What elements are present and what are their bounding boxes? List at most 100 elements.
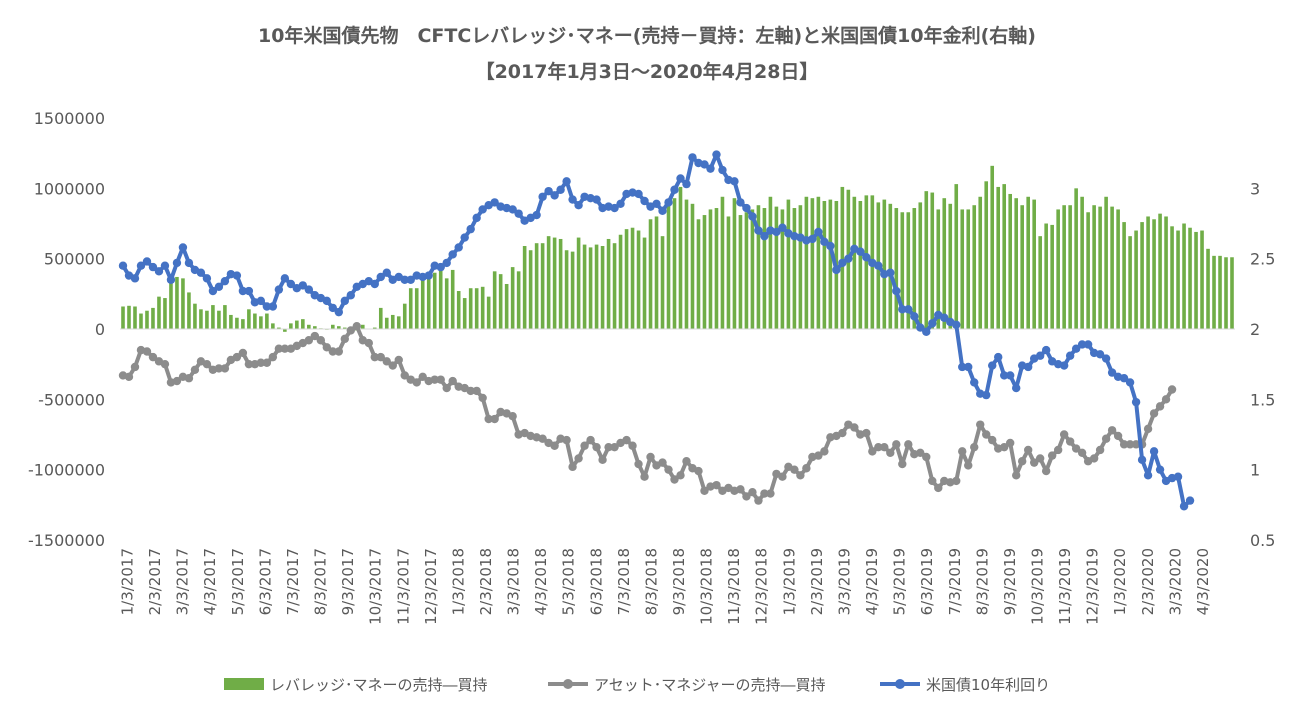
bar-leveraged	[960, 209, 965, 329]
series-point	[346, 326, 355, 335]
x-tick-label: 1/3/2018	[449, 548, 467, 615]
series-point	[130, 362, 140, 372]
x-axis-ticks: 1/3/2017 2/3/2017 3/3/2017 4/3/2017 5/3/2017…	[119, 548, 1212, 625]
bar-leveraged	[594, 244, 599, 329]
series-point	[472, 386, 481, 396]
bar-leveraged	[636, 230, 641, 329]
series-point	[1131, 397, 1141, 407]
bar-leveraged	[588, 247, 593, 329]
series-point	[478, 393, 487, 403]
series-point	[148, 352, 158, 362]
series-point	[754, 496, 763, 505]
x-tick-label: 10/3/2017	[367, 548, 385, 625]
legend: レバレッジ･マネーの売持―買持 アセット･マネジャーの売持―買持 米国債10年利…	[224, 676, 1050, 694]
x-tick-label: 5/3/2017	[229, 548, 247, 615]
series-point	[604, 442, 613, 452]
series-point	[148, 262, 158, 272]
series-point	[322, 296, 332, 306]
series-point	[1125, 440, 1135, 449]
bar-leveraged	[235, 317, 239, 329]
x-tick-label: 1/3/2019	[780, 548, 798, 615]
bar-leveraged	[1200, 230, 1204, 329]
series-point	[370, 279, 379, 289]
series-point	[748, 487, 757, 497]
bar-leveraged	[1026, 196, 1030, 329]
x-tick-label: 11/3/2018	[725, 548, 743, 625]
series-point	[814, 451, 823, 460]
bar-leveraged	[792, 208, 797, 329]
series-point	[748, 212, 757, 221]
right-tick-label: 1	[1250, 461, 1260, 480]
series-point	[490, 198, 499, 207]
series-point	[490, 414, 499, 424]
series-point	[1101, 354, 1111, 363]
x-tick-label: 8/3/2018	[642, 548, 660, 615]
series-point	[514, 209, 523, 218]
bar-leveraged	[1086, 212, 1090, 329]
x-tick-label: 12/3/2019	[1084, 548, 1102, 625]
series-point	[1035, 351, 1045, 360]
series-point	[742, 203, 751, 213]
series-point	[190, 365, 200, 374]
bar-leveraged	[229, 314, 233, 329]
legend-swatch-leveraged	[224, 678, 264, 690]
series-point	[238, 286, 248, 296]
series-point	[202, 359, 212, 369]
bar-leveraged	[966, 209, 971, 329]
x-tick-label: 3/3/2019	[835, 548, 853, 615]
bar-leveraged	[546, 236, 551, 329]
series-point	[862, 428, 871, 438]
series-point	[1107, 426, 1117, 435]
x-tick-label: 3/3/2018	[505, 548, 523, 615]
series-point	[898, 459, 907, 469]
series-point	[892, 440, 901, 449]
bar-leveraged	[774, 206, 779, 329]
series-point	[862, 253, 871, 262]
series-point	[610, 442, 619, 452]
bar-leveraged	[468, 288, 473, 329]
series-point	[442, 383, 451, 393]
series-point	[448, 250, 457, 259]
bar-leveraged	[492, 271, 497, 329]
series-point	[466, 386, 475, 396]
bar-leveraged	[277, 327, 281, 329]
legend-label-treasury-yield: 米国債10年利回り	[926, 676, 1050, 694]
series-point	[304, 285, 314, 294]
bar-leveraged	[894, 208, 899, 329]
x-tick-label: 2/3/2020	[1139, 548, 1157, 615]
bar-leveraged	[906, 212, 911, 329]
series-point	[886, 448, 895, 457]
series-point	[838, 428, 847, 438]
series-point	[904, 305, 913, 314]
series-point	[1143, 471, 1153, 480]
series-point	[1029, 458, 1039, 467]
series-point	[970, 442, 979, 452]
series-point	[430, 375, 439, 384]
x-tick-label: 7/3/2018	[615, 548, 633, 615]
series-point	[640, 196, 649, 206]
series-point	[1000, 371, 1009, 380]
bar-leveraged	[570, 251, 575, 329]
bar-leveraged	[1068, 205, 1072, 329]
bar-leveraged	[930, 192, 935, 329]
bar-leveraged	[1116, 209, 1120, 329]
chart-title-line1: 10年米国債先物 CFTCレバレッジ･マネー(売持－買持：左軸)と米国国債10年…	[258, 24, 1036, 47]
series-point	[640, 472, 649, 481]
series-point	[1089, 454, 1099, 463]
bar-leveraged	[1032, 199, 1036, 329]
bar-leveraged	[265, 313, 269, 329]
series-point	[568, 195, 577, 204]
left-tick-label: -500000	[38, 390, 105, 409]
bar-leveraged	[432, 272, 437, 329]
series-point	[298, 281, 308, 290]
bar-leveraged	[1224, 257, 1228, 329]
series-point	[592, 195, 601, 204]
bar-leveraged	[1146, 216, 1150, 329]
bar-leveraged	[1074, 188, 1078, 329]
bar-leveraged	[666, 203, 671, 329]
series-point	[586, 435, 595, 445]
right-tick-label: 2.5	[1250, 250, 1275, 269]
x-tick-label: 11/3/2019	[1056, 548, 1074, 625]
x-tick-label: 9/3/2019	[1001, 548, 1019, 615]
bar-leveraged	[307, 324, 311, 329]
